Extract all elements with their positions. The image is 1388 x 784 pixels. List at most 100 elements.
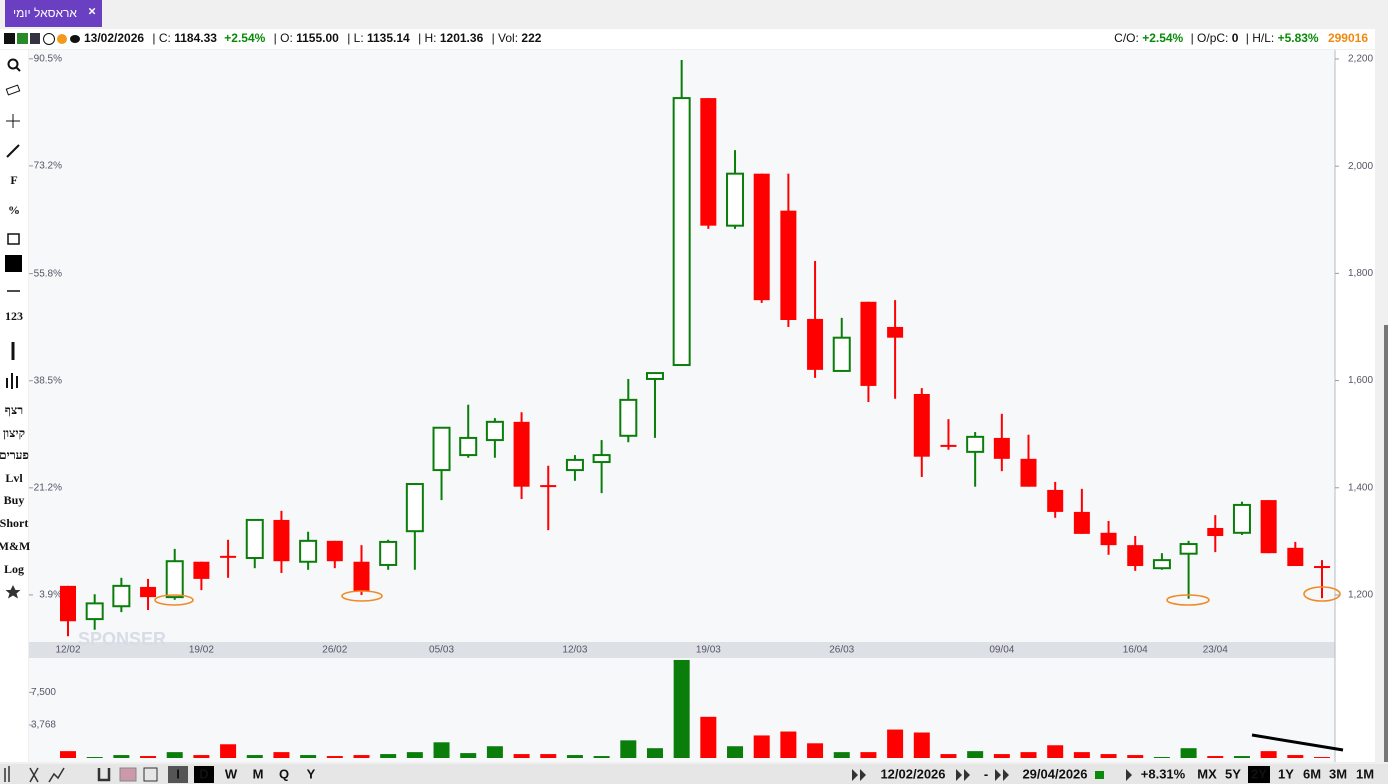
header-value: 222 xyxy=(521,31,541,45)
volume-bar xyxy=(566,755,583,758)
x-tick-label: 26/03 xyxy=(829,645,854,656)
tool-eraser[interactable] xyxy=(5,84,21,96)
period-button[interactable]: Q xyxy=(279,766,289,781)
tool-button[interactable]: פערים xyxy=(0,448,29,462)
tab[interactable] xyxy=(5,0,102,27)
tool-button[interactable]: F xyxy=(10,173,17,187)
volume-bar xyxy=(993,754,1010,758)
candle-body xyxy=(1287,547,1304,567)
volume-bar xyxy=(140,756,157,758)
candle-body xyxy=(1232,503,1251,534)
range-from[interactable]: 12/02/2026 xyxy=(880,766,945,781)
drawn-ellipse[interactable] xyxy=(341,590,383,602)
range-button[interactable]: 3M xyxy=(1329,766,1347,781)
tool-button[interactable]: Buy xyxy=(4,493,25,507)
candle-body xyxy=(60,585,76,622)
volume-bar xyxy=(620,740,637,758)
period-button[interactable]: I xyxy=(176,766,180,781)
range-button[interactable]: 1Y xyxy=(1278,766,1294,781)
header-label: C/O: xyxy=(1114,31,1139,45)
tool-button[interactable]: Short xyxy=(0,516,28,530)
tool-button[interactable]: 123 xyxy=(5,309,23,323)
drawn-ellipse[interactable] xyxy=(1303,586,1341,602)
range-button[interactable]: 1M xyxy=(1356,766,1374,781)
tool-edit[interactable] xyxy=(7,233,20,245)
tool-button[interactable]: M&M xyxy=(0,539,30,553)
tool-button[interactable]: קיצון xyxy=(3,426,25,440)
period-button[interactable]: Y xyxy=(307,766,316,781)
volume-bar xyxy=(60,751,76,758)
drawn-ellipse[interactable] xyxy=(1166,594,1210,606)
range-button[interactable]: 5Y xyxy=(1225,766,1241,781)
volume-bar xyxy=(460,753,477,758)
period-button-bg[interactable] xyxy=(168,766,188,783)
tab-close[interactable]: × xyxy=(88,3,96,18)
icon-cross[interactable] xyxy=(29,767,39,783)
candle-body xyxy=(1152,559,1171,570)
drawn-line[interactable] xyxy=(1251,733,1344,752)
range-button[interactable]: MX xyxy=(1197,766,1217,781)
volume-bar xyxy=(646,748,663,758)
icon-colors[interactable] xyxy=(119,767,137,782)
volume-bar xyxy=(1127,755,1144,758)
range-to[interactable]: 29/04/2026 xyxy=(1022,766,1087,781)
drawn-ellipse[interactable] xyxy=(154,594,194,606)
volume-bar xyxy=(246,755,263,758)
tool-color[interactable] xyxy=(5,255,22,272)
tool-button[interactable]: Log xyxy=(4,562,24,576)
volume-bar xyxy=(273,752,290,758)
tool-cross[interactable] xyxy=(6,114,20,128)
volume-bar xyxy=(700,716,717,758)
period-button-bg[interactable] xyxy=(194,766,214,783)
volume-bar xyxy=(513,754,530,758)
candle-body xyxy=(832,336,851,372)
header-bar xyxy=(0,29,1375,49)
candle-body xyxy=(780,210,797,321)
candle-body xyxy=(1020,458,1037,487)
scrollbar-thumb[interactable] xyxy=(1384,325,1388,762)
x-tick-label: 16/04 xyxy=(1123,645,1148,656)
candle-body xyxy=(860,301,877,386)
volume-bar xyxy=(860,752,877,758)
y-tick-label: 2,000 xyxy=(1348,161,1373,172)
range-button[interactable]: 2Y xyxy=(1251,766,1267,781)
header-code: 299016 xyxy=(1328,31,1368,45)
tool-star[interactable] xyxy=(5,585,21,599)
tool-button[interactable]: % xyxy=(8,203,20,217)
period-button[interactable]: D xyxy=(199,766,208,781)
header-info: 13/02/2026 | C: 1184.33 +2.54% | O: 1155… xyxy=(84,31,542,45)
left-toolbar xyxy=(0,50,28,762)
tool-button[interactable]: Lvl xyxy=(5,471,23,485)
volume-bar xyxy=(940,754,957,758)
y-tick-label: 2,200 xyxy=(1348,54,1373,65)
candle-body xyxy=(1260,500,1277,554)
icon-line[interactable] xyxy=(48,767,65,783)
volume-bar xyxy=(1287,755,1304,758)
header-label: | Vol: xyxy=(492,31,518,45)
tab-title[interactable]: אראסאל יומי xyxy=(13,6,77,20)
x-tick-label: 26/02 xyxy=(322,645,347,656)
icon-save[interactable] xyxy=(143,767,158,782)
period-button[interactable]: W xyxy=(225,766,238,781)
x-tick-label: 12/03 xyxy=(562,645,587,656)
candle-body xyxy=(485,420,504,442)
header-value: 0 xyxy=(1232,31,1239,45)
volume-bar xyxy=(1233,756,1250,758)
period-button[interactable]: M xyxy=(253,766,264,781)
candle-body xyxy=(726,172,745,227)
icon-candles[interactable] xyxy=(4,766,10,782)
volume-bar xyxy=(1073,752,1090,758)
tool-button[interactable]: רצף xyxy=(5,403,23,417)
tool-zoom[interactable] xyxy=(7,58,19,70)
header-value: +2.54% xyxy=(1142,31,1183,45)
range-button-bg[interactable] xyxy=(1248,766,1270,783)
icon-bar[interactable] xyxy=(97,768,111,782)
range-button[interactable]: 6M xyxy=(1303,766,1321,781)
tool-line[interactable] xyxy=(6,144,20,158)
header-value: +5.83% xyxy=(1278,31,1319,45)
header-change: +2.54% xyxy=(224,31,265,45)
header-label: | L: xyxy=(347,31,363,45)
tool-candles[interactable] xyxy=(6,373,18,389)
range-sep: - xyxy=(984,766,988,781)
